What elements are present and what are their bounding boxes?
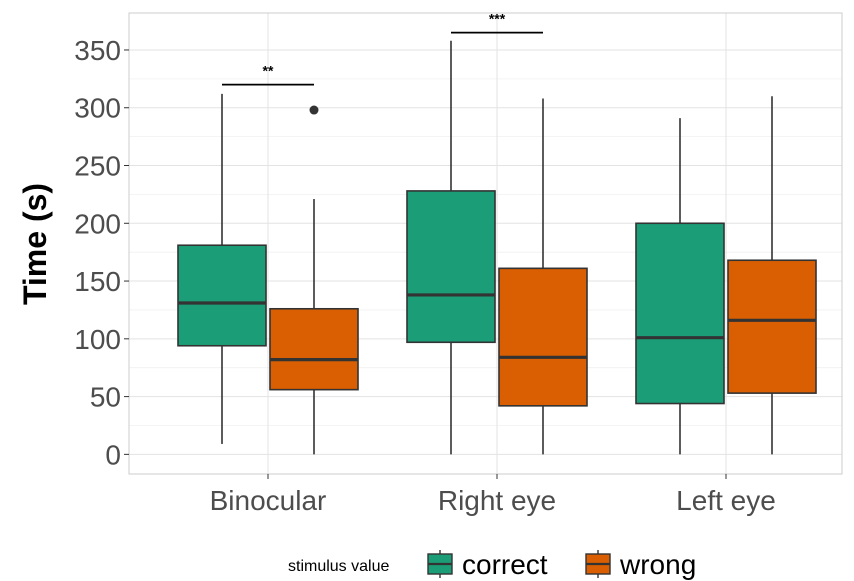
outlier-point bbox=[310, 106, 319, 115]
legend-key-correct bbox=[428, 550, 452, 578]
box-body bbox=[499, 268, 587, 405]
box-body bbox=[728, 260, 816, 393]
legend-title: stimulus value bbox=[288, 558, 389, 575]
y-axis: 0 50 100 150 200 250 300 350 bbox=[74, 35, 129, 470]
box-body bbox=[407, 191, 495, 342]
y-axis-title: Time (s) bbox=[17, 183, 53, 305]
x-tick-label: Binocular bbox=[210, 485, 327, 516]
legend-label-wrong: wrong bbox=[619, 549, 696, 580]
y-tick-label: 50 bbox=[90, 382, 121, 413]
significance-label: *** bbox=[489, 11, 506, 27]
y-tick-label: 0 bbox=[105, 439, 121, 470]
y-tick-label: 100 bbox=[74, 324, 121, 355]
y-tick-label: 250 bbox=[74, 151, 121, 182]
x-tick-label: Left eye bbox=[676, 485, 776, 516]
y-tick-label: 350 bbox=[74, 35, 121, 66]
y-tick-label: 150 bbox=[74, 266, 121, 297]
legend-key-wrong bbox=[586, 550, 610, 578]
significance-label: ** bbox=[263, 63, 274, 79]
y-tick-label: 300 bbox=[74, 93, 121, 124]
box-body bbox=[270, 309, 358, 390]
box-body bbox=[178, 245, 266, 346]
x-axis: Binocular Right eye Left eye bbox=[210, 474, 776, 516]
box-body bbox=[636, 223, 724, 403]
legend-label-correct: correct bbox=[462, 549, 548, 580]
legend: stimulus value correct wrong bbox=[288, 549, 696, 580]
x-tick-label: Right eye bbox=[438, 485, 556, 516]
y-tick-label: 200 bbox=[74, 208, 121, 239]
